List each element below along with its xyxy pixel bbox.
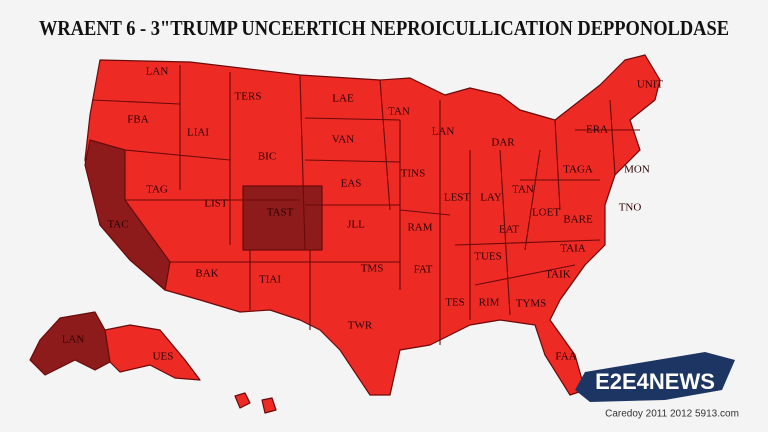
state-label: JLL	[347, 219, 365, 231]
state-label: LAY	[480, 192, 502, 204]
state-label: TAN	[388, 106, 410, 118]
state-label: EAT	[499, 224, 519, 236]
logo-brush	[575, 352, 735, 402]
state-label: TAIK	[545, 269, 570, 281]
state-label: DAR	[491, 137, 515, 149]
state-label: VAN	[332, 134, 354, 146]
lower-48	[84, 54, 661, 396]
hawaii	[234, 392, 251, 409]
alaska-east	[104, 324, 201, 381]
state-label: TMS	[361, 263, 384, 275]
colorado	[242, 185, 323, 251]
state-label: UNIT	[637, 79, 664, 91]
state-label: LAN	[146, 66, 169, 78]
alaska-west	[29, 311, 111, 376]
logo-caption: Caredoy 2011 2012 5913.com	[605, 409, 739, 420]
state-label: LEST	[444, 192, 471, 204]
state-label: RAM	[407, 222, 432, 234]
state-label: TWR	[348, 320, 373, 332]
state-label: TAG	[146, 184, 168, 196]
state-labels: LAN FBA LIAI TERS LAE TAN VAN BIC LAN DAR UNIT ERA T…	[62, 66, 664, 363]
state-label: TERS	[235, 91, 262, 103]
state-label: TAST	[267, 207, 294, 219]
state-label: TYMS	[516, 298, 547, 310]
state-label: TIAI	[259, 274, 281, 286]
state-label: LIST	[204, 198, 228, 210]
state-label: BARE	[563, 214, 593, 226]
state-label: FBA	[127, 114, 148, 126]
california	[84, 139, 171, 291]
state-label: LAN	[432, 126, 455, 138]
state-label: TAN	[512, 184, 534, 196]
state-label: TAIA	[560, 243, 585, 255]
title: WRAENT 6 - 3"TRUMP UNCEERTICH NEPROICULL…	[39, 16, 729, 40]
state-label: ERA	[586, 124, 608, 136]
state-label: LIAI	[187, 127, 209, 139]
state-label: TAGA	[563, 164, 593, 176]
state-label: TUES	[474, 251, 502, 263]
state-label: TINS	[401, 168, 425, 180]
state-label: EAS	[341, 178, 362, 190]
logo-text: E2E4NEWS	[595, 369, 715, 394]
state-borders	[91, 65, 640, 345]
state-label: BAK	[195, 268, 218, 280]
state-label: LAE	[332, 93, 354, 105]
state-label: FAT	[414, 264, 433, 276]
state-label: UES	[153, 351, 174, 363]
state-label: MON	[624, 164, 650, 176]
state-label: RIM	[479, 297, 500, 309]
state-label: LAN	[62, 334, 85, 346]
state-label: FAA	[555, 351, 576, 363]
state-label: TES	[445, 297, 465, 309]
watermark: E2E4NEWS Caredoy 2011 2012 5913.com	[575, 352, 739, 420]
us-map	[29, 54, 661, 414]
hawaii-big	[261, 397, 277, 414]
state-label: BIC	[258, 151, 276, 163]
state-label: LOET	[532, 207, 560, 219]
state-label: TNO	[619, 202, 642, 214]
state-label: TAC	[107, 219, 128, 231]
